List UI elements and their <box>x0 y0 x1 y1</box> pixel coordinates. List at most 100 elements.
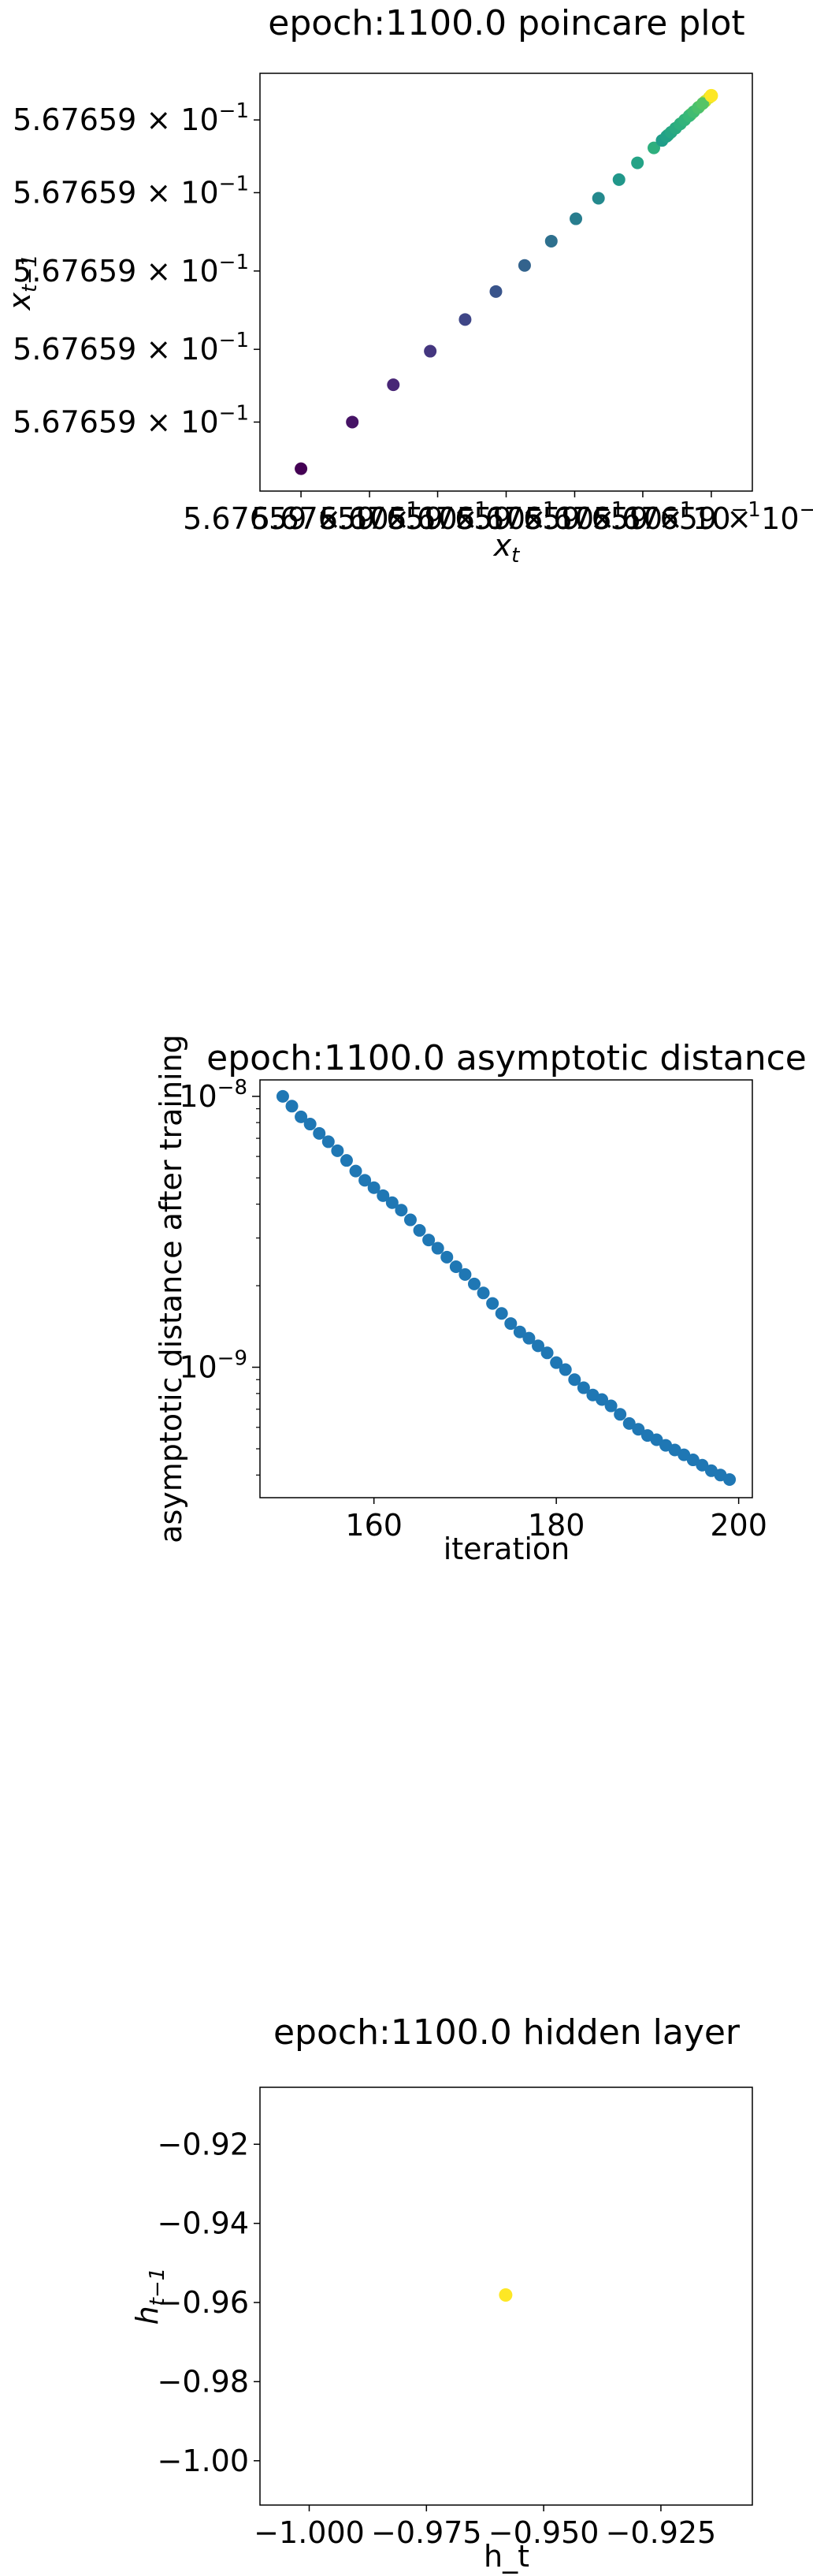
distance-point <box>440 1250 454 1264</box>
hidden-y-ticks: −1.00 −0.98 −0.96 −0.94 −0.92 <box>158 2127 260 2478</box>
distance-plot-frame <box>259 1079 753 1498</box>
distance-point <box>313 1126 326 1140</box>
poincare-y-tick-label: 5.67659 × 10−1 <box>13 99 249 137</box>
distance-point <box>321 1135 335 1148</box>
poincare-point <box>458 313 472 326</box>
distance-point <box>285 1100 299 1113</box>
distance-point <box>295 1110 308 1123</box>
poincare-point <box>631 156 644 169</box>
hidden-x-ticks: −1.000 −0.975 −0.950 −0.925 <box>254 2505 716 2550</box>
poincare-x-tick-label: 5.67659 × 10−1 <box>457 498 693 536</box>
distance-point <box>331 1144 344 1157</box>
hidden-y-tick-label: −1.00 <box>158 2444 249 2478</box>
hidden-x-tick-label: −1.000 <box>254 2515 365 2550</box>
distance-point <box>495 1307 508 1320</box>
distance-point <box>303 1118 317 1131</box>
poincare-x-tick-label: 5.67659 × 10−1 <box>388 498 625 536</box>
distance-y-tick-label: 10−9 <box>179 1347 247 1385</box>
poincare-x-tick-label: 5.67659 × 10−1 <box>593 498 813 536</box>
hidden-title: epoch:1100.0 hidden layer <box>273 2012 741 2053</box>
hidden-points <box>499 2288 513 2302</box>
poincare-x-ticks: 5.67659 × 10−15.67659 × 10−15.67659 × 10… <box>183 491 813 536</box>
distance-y-ticks: 10−9 10−8 <box>179 1076 260 1476</box>
distance-point <box>532 1339 545 1353</box>
poincare-x-tick-label: 5.67659 × 10−1 <box>525 498 761 536</box>
poincare-point-cluster <box>696 97 709 110</box>
distance-point <box>632 1423 645 1436</box>
distance-point <box>395 1204 408 1217</box>
distance-point <box>422 1234 436 1247</box>
poincare-y-tick-label: 5.67659 × 10−1 <box>13 329 249 367</box>
distance-point <box>477 1286 490 1300</box>
distance-point <box>540 1346 554 1360</box>
poincare-x-axis-label: xt <box>493 528 521 568</box>
hidden-y-tick-label: −0.98 <box>158 2364 249 2399</box>
hidden-x-tick-label: −0.975 <box>371 2515 482 2550</box>
distance-point <box>622 1416 636 1430</box>
poincare-point <box>518 259 531 272</box>
distance-point <box>377 1189 390 1202</box>
distance-point <box>431 1241 444 1255</box>
distance-point <box>504 1317 518 1331</box>
distance-point <box>467 1277 481 1290</box>
poincare-x-tick-label: 5.67659 × 10−1 <box>320 498 556 536</box>
asymptotic-distance-plot: epoch:1100.0 asymptotic distance 160 180 2… <box>154 1034 807 1566</box>
poincare-point <box>346 415 359 429</box>
distance-point <box>696 1458 709 1472</box>
poincare-point <box>648 141 660 154</box>
distance-point <box>604 1399 618 1413</box>
poincare-point <box>424 344 437 358</box>
distance-y-tick-label: 10−8 <box>179 1076 247 1114</box>
poincare-point <box>544 234 558 248</box>
poincare-point <box>570 212 583 225</box>
hidden-x-tick-label: −0.925 <box>606 2515 717 2550</box>
distance-point <box>650 1433 663 1446</box>
hidden-y-tick-label: −0.92 <box>158 2127 249 2161</box>
distance-point <box>449 1260 462 1274</box>
poincare-y-tick-label: 5.67659 × 10−1 <box>13 401 249 439</box>
hidden-y-axis-label: ht−1 <box>130 2268 169 2325</box>
poincare-y-axis-label: xt−1 <box>2 254 42 311</box>
hidden-layer-plot: epoch:1100.0 hidden layer −1.000 −0.975 −0… <box>130 2012 753 2574</box>
distance-title: epoch:1100.0 asymptotic distance <box>206 1038 807 1078</box>
poincare-x-tick-label: 5.67659 × 10−1 <box>183 498 419 536</box>
distance-x-ticks: 160 180 200 <box>345 1498 767 1543</box>
poincare-y-tick-label: 5.67659 × 10−1 <box>13 172 249 210</box>
poincare-point <box>489 285 503 298</box>
poincare-point-final <box>704 88 718 102</box>
distance-point <box>486 1297 499 1310</box>
distance-point <box>614 1408 627 1421</box>
distance-x-tick-label: 200 <box>710 1508 767 1543</box>
hidden-y-tick-label: −0.94 <box>158 2206 249 2241</box>
distance-point <box>385 1196 399 1209</box>
poincare-points <box>295 88 718 475</box>
distance-point <box>413 1223 426 1237</box>
hidden-x-axis-label: h_t <box>484 2539 529 2574</box>
distance-x-tick-label: 180 <box>528 1508 585 1543</box>
poincare-point <box>592 192 605 205</box>
poincare-title: epoch:1100.0 poincare plot <box>268 3 744 43</box>
distance-point <box>358 1174 372 1187</box>
distance-point <box>276 1089 289 1103</box>
distance-point <box>559 1363 572 1376</box>
poincare-point <box>295 462 308 475</box>
distance-point <box>723 1472 737 1486</box>
distance-point <box>686 1454 700 1467</box>
hidden-y-tick-label: −0.96 <box>158 2285 249 2320</box>
poincare-y-ticks: 5.67659 × 10−1 5.67659 × 10−1 5.67659 × 10… <box>13 99 260 439</box>
hidden-point <box>499 2288 513 2302</box>
distance-point <box>596 1393 609 1406</box>
hidden-x-tick-label: −0.950 <box>488 2515 600 2550</box>
distance-point <box>340 1154 353 1167</box>
distance-y-axis-label: asymptotic distance after training <box>154 1034 188 1543</box>
distance-x-tick-label: 160 <box>345 1508 403 1543</box>
distance-point <box>513 1325 526 1338</box>
distance-points <box>276 1089 737 1486</box>
hidden-plot-frame <box>259 2086 753 2506</box>
distance-point <box>458 1268 472 1281</box>
distance-point <box>403 1213 417 1227</box>
distance-point <box>550 1356 563 1369</box>
distance-point <box>367 1181 381 1194</box>
